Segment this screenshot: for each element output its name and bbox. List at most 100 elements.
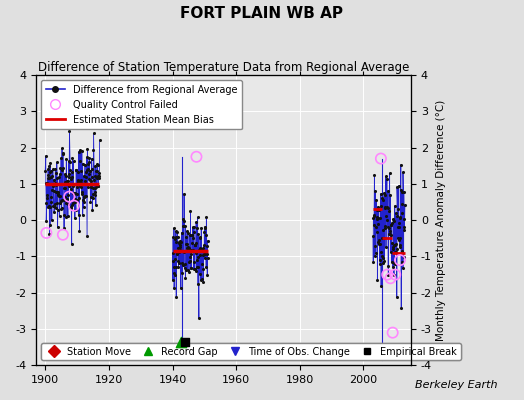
Point bbox=[79, 196, 88, 203]
Point bbox=[68, 241, 76, 247]
Point bbox=[393, 184, 401, 190]
Point bbox=[390, 203, 399, 209]
Point bbox=[389, 246, 397, 252]
Point bbox=[170, 225, 178, 231]
Point bbox=[202, 264, 210, 270]
Point bbox=[95, 170, 103, 177]
Point bbox=[389, 264, 397, 270]
Point bbox=[384, 272, 392, 278]
Point bbox=[60, 197, 69, 203]
Point bbox=[60, 224, 68, 231]
Point bbox=[192, 240, 201, 246]
Point bbox=[72, 167, 81, 174]
Point bbox=[171, 256, 179, 262]
Point bbox=[182, 233, 191, 240]
Point bbox=[56, 200, 64, 206]
Point bbox=[198, 247, 206, 254]
Point bbox=[196, 233, 204, 240]
Point bbox=[67, 204, 75, 210]
Point bbox=[371, 243, 379, 250]
Point bbox=[398, 210, 406, 216]
Point bbox=[78, 190, 86, 197]
Point bbox=[175, 240, 183, 246]
Point bbox=[82, 154, 91, 160]
Point bbox=[383, 217, 391, 224]
Point bbox=[64, 201, 72, 207]
Point bbox=[74, 169, 82, 176]
Point bbox=[52, 188, 60, 195]
Point bbox=[72, 167, 80, 173]
Point bbox=[84, 170, 93, 177]
Point bbox=[67, 205, 75, 211]
Point bbox=[89, 147, 97, 154]
Point bbox=[89, 184, 97, 191]
Point bbox=[173, 228, 181, 235]
Point bbox=[188, 232, 196, 238]
Point bbox=[62, 173, 70, 180]
Point bbox=[66, 128, 74, 134]
Point bbox=[93, 162, 102, 168]
Point bbox=[187, 264, 195, 271]
Point bbox=[77, 184, 85, 190]
Point bbox=[43, 192, 51, 198]
Point bbox=[178, 260, 187, 266]
Point bbox=[64, 158, 73, 164]
Point bbox=[60, 212, 68, 218]
Point bbox=[85, 158, 93, 165]
Point bbox=[51, 166, 60, 172]
Point bbox=[92, 202, 100, 208]
Point bbox=[386, 170, 394, 176]
Point bbox=[73, 197, 81, 204]
Point bbox=[50, 204, 59, 210]
Point bbox=[195, 247, 203, 254]
Point bbox=[47, 168, 55, 174]
Point bbox=[391, 242, 399, 248]
Point bbox=[195, 235, 204, 242]
Point bbox=[67, 186, 75, 192]
Point bbox=[374, 204, 382, 210]
Point bbox=[64, 178, 72, 184]
Point bbox=[80, 204, 88, 210]
Point bbox=[179, 216, 187, 222]
Point bbox=[193, 257, 201, 263]
Point bbox=[85, 155, 93, 161]
Point bbox=[61, 185, 69, 191]
Point bbox=[398, 248, 406, 254]
Point bbox=[180, 249, 189, 256]
Point bbox=[176, 246, 184, 253]
Point bbox=[190, 258, 198, 265]
Point bbox=[169, 250, 178, 256]
Point bbox=[78, 189, 86, 195]
Point bbox=[394, 224, 402, 231]
Point bbox=[193, 264, 201, 270]
Point bbox=[86, 182, 95, 188]
Point bbox=[172, 264, 180, 270]
Point bbox=[45, 203, 53, 210]
Point bbox=[69, 200, 78, 206]
Point bbox=[41, 168, 49, 174]
Point bbox=[58, 167, 67, 173]
Point bbox=[386, 228, 394, 234]
Point bbox=[391, 241, 400, 247]
Point bbox=[201, 224, 210, 231]
Point bbox=[66, 167, 74, 173]
Point bbox=[383, 272, 391, 278]
Point bbox=[373, 214, 381, 220]
Point bbox=[191, 250, 200, 256]
Point bbox=[78, 148, 86, 155]
Point bbox=[85, 176, 93, 182]
Point bbox=[191, 242, 200, 248]
Point bbox=[76, 147, 84, 153]
Point bbox=[190, 224, 198, 230]
Point bbox=[58, 197, 67, 203]
Point bbox=[80, 172, 88, 179]
Point bbox=[396, 257, 404, 263]
Point bbox=[400, 227, 409, 233]
Point bbox=[59, 150, 67, 157]
Point bbox=[81, 193, 90, 199]
Point bbox=[92, 174, 101, 180]
Point bbox=[384, 204, 392, 211]
Point bbox=[189, 247, 197, 254]
Point bbox=[380, 204, 389, 210]
Point bbox=[174, 245, 182, 252]
